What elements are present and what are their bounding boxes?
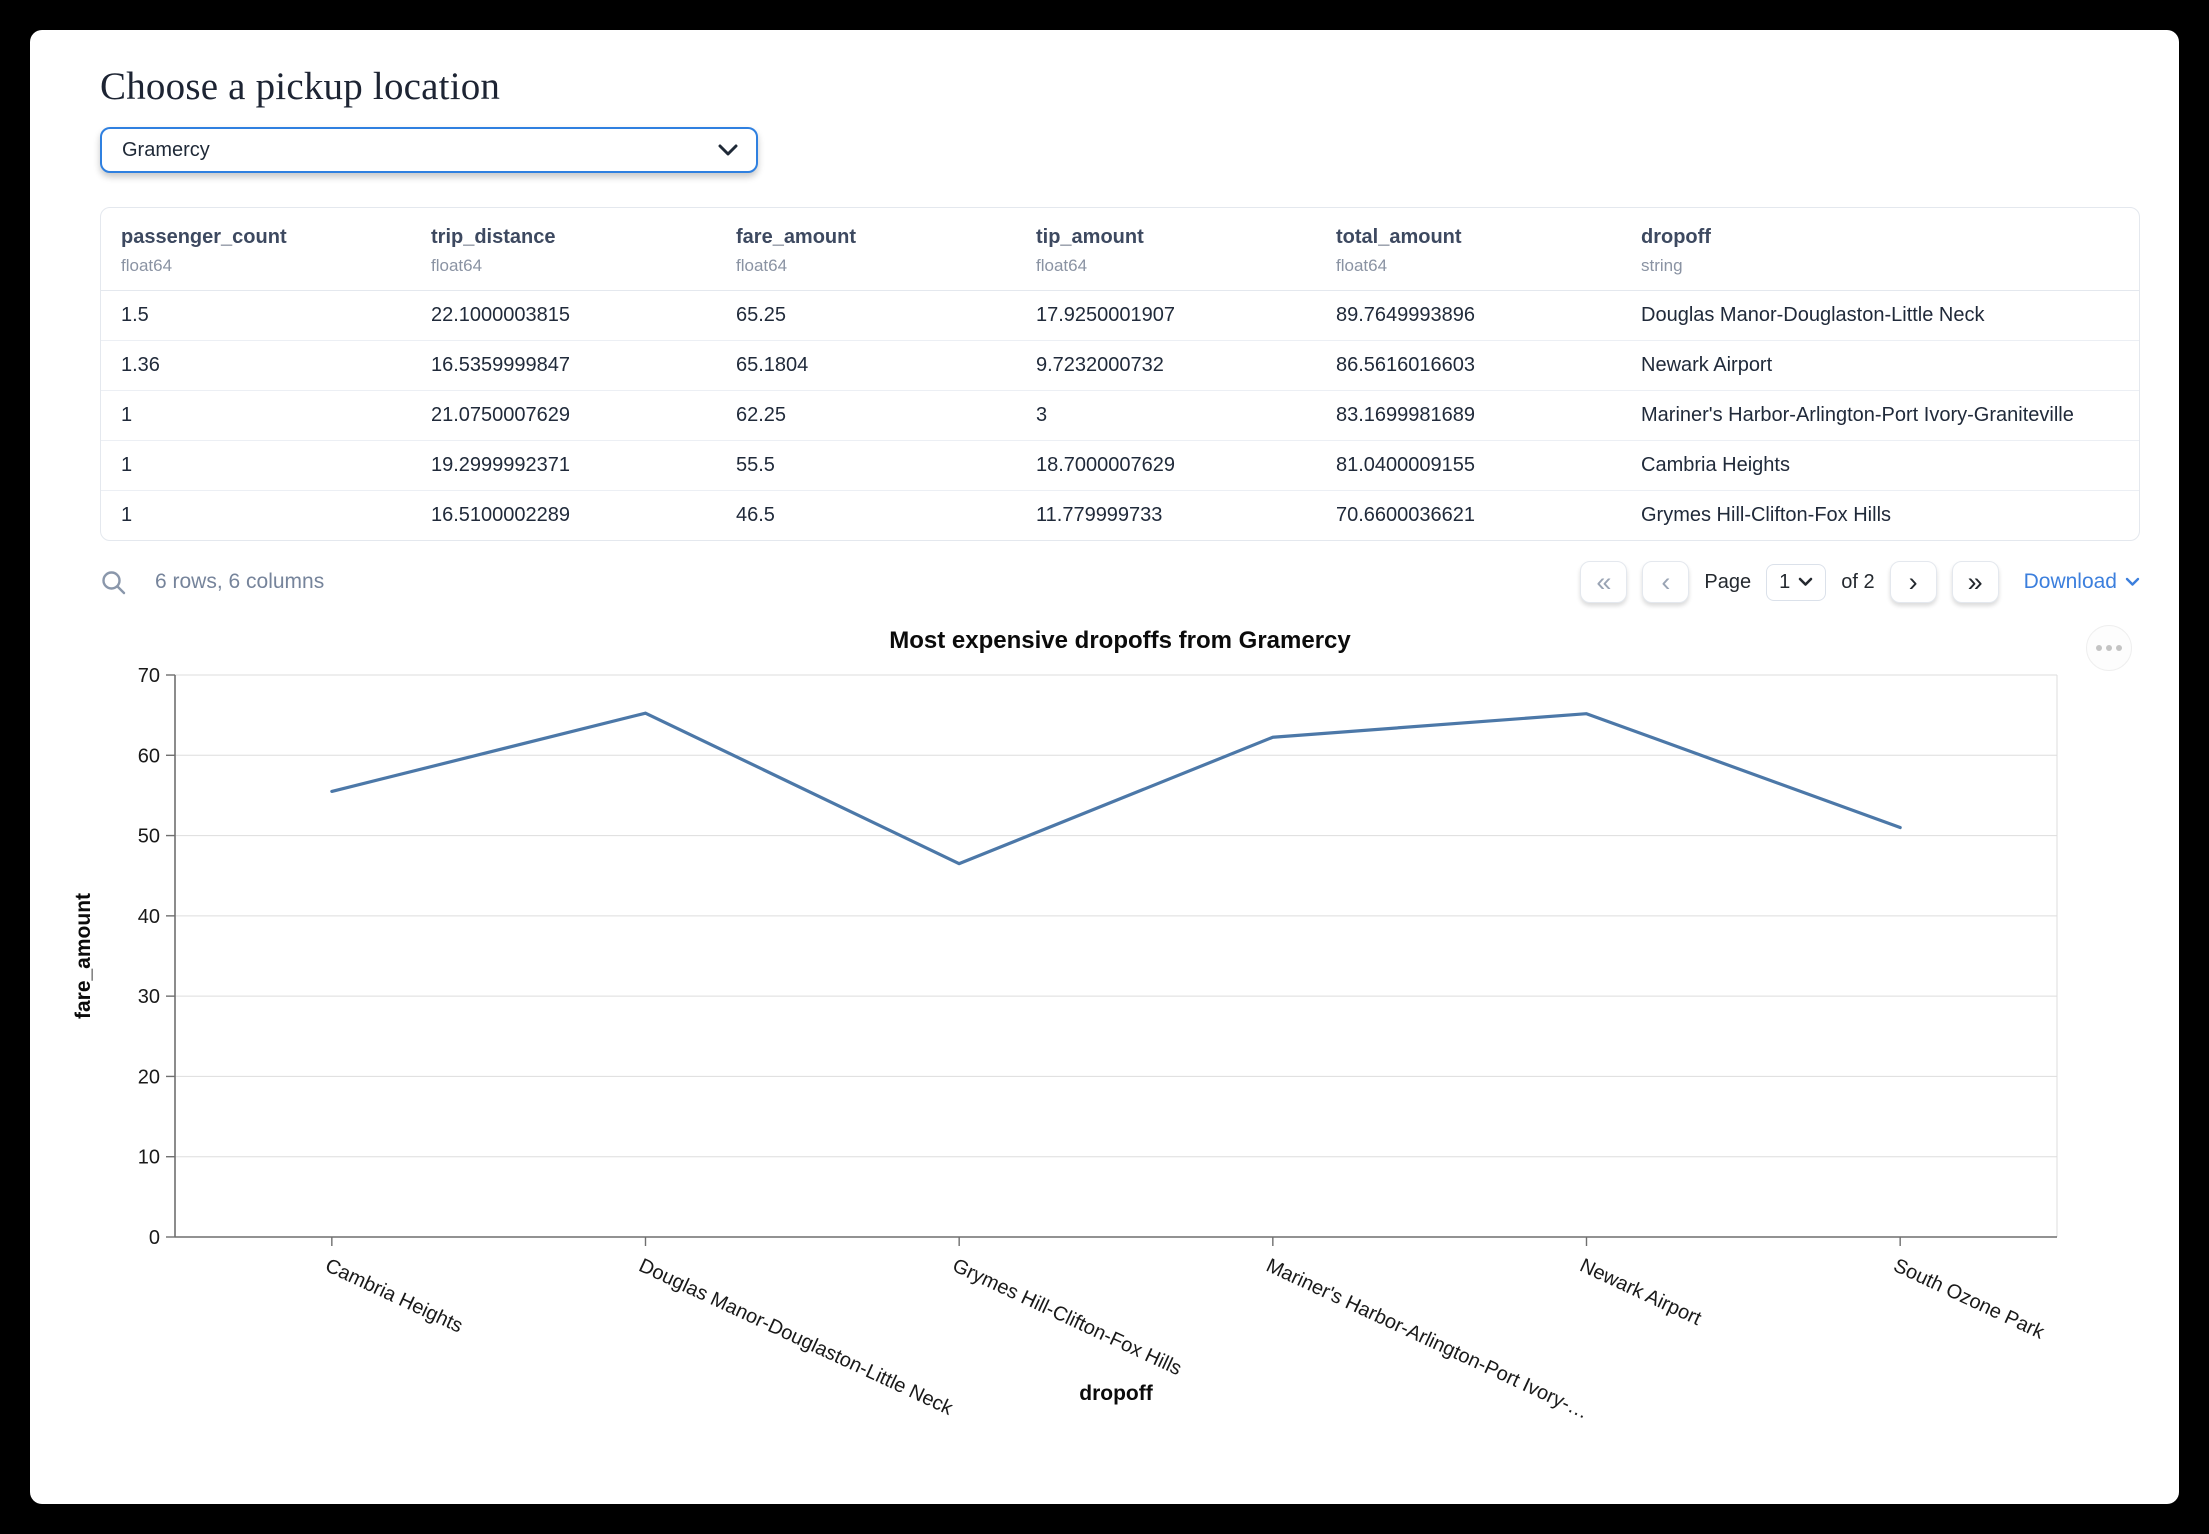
column-header-total_amount[interactable]: total_amount float64 [1316, 208, 1621, 291]
column-header-tip_amount[interactable]: tip_amount float64 [1016, 208, 1316, 291]
column-header-fare_amount[interactable]: fare_amount float64 [716, 208, 1016, 291]
table-cell: Cambria Heights [1621, 440, 2139, 491]
column-type: float64 [736, 256, 788, 275]
column-header-trip_distance[interactable]: trip_distance float64 [411, 208, 716, 291]
table-cell: Douglas Manor-Douglaston-Little Neck [1641, 304, 1985, 326]
table-cell: 46.5 [716, 490, 1016, 540]
table-cell: 1 [101, 490, 411, 540]
chart: Most expensive dropoffs from Gramercy 0 1… [72, 625, 2140, 1439]
fare-line [330, 711, 1902, 866]
column-name: dropoff [1641, 226, 1711, 248]
next-page-button[interactable]: › [1889, 561, 1937, 603]
table-cell: 1.36 [101, 340, 411, 391]
table-cell: 55.5 [716, 440, 1016, 491]
download-label: Download [2023, 570, 2117, 593]
table-cell: 21.0750007629 [411, 390, 716, 441]
column-name: passenger_count [121, 226, 287, 248]
column-header-dropoff[interactable]: dropoff string [1621, 208, 2139, 291]
column-header-passenger_count[interactable]: passenger_count float64 [101, 208, 411, 291]
table-summary: 6 rows, 6 columns [155, 570, 325, 593]
table-cell: 11.779999733 [1016, 490, 1316, 540]
page-title: Choose a pickup location [100, 65, 501, 108]
y-tick-label: 50 [138, 826, 160, 848]
ellipsis-icon [2106, 645, 2112, 651]
previous-page-button[interactable]: ‹ [1642, 561, 1690, 603]
table-cell: 22.1000003815 [431, 304, 571, 326]
table-cell: 16.5359999847 [411, 340, 716, 391]
x-axis-title: dropoff [1079, 1382, 1153, 1405]
table-cell: 1.5 [121, 304, 149, 326]
page-number-value: 1 [1779, 570, 1791, 593]
table-cell: 1 [101, 440, 411, 491]
table-row: 1.5 22.1000003815 65.25 17.9250001907 89.764… [101, 291, 2139, 341]
table-row: 1 16.5100002289 46.5 11.779999733 70.6600036… [101, 490, 2139, 540]
table-cell: 65.25 [736, 304, 787, 326]
x-tick-label: Cambria Heights [322, 1255, 466, 1338]
column-name: trip_distance [431, 226, 556, 248]
y-tick-label: 10 [138, 1147, 160, 1169]
y-tick-label: 60 [138, 745, 160, 767]
column-type: float64 [121, 256, 173, 275]
table-cell: 19.2999992371 [411, 440, 716, 491]
table-cell: 17.9250001907 [1036, 304, 1176, 326]
chevron-down-icon [718, 144, 738, 155]
page-total-label: of 2 [1841, 570, 1875, 593]
table-cell: Mariner's Harbor-Arlington-Port Ivory-Gr… [1621, 390, 2139, 441]
page-label: Page [1704, 570, 1752, 593]
table-cell: 70.6600036621 [1316, 490, 1621, 540]
y-axis-title: fare_amount [72, 893, 95, 1019]
x-tick-label: Douglas Manor-Douglaston-Little Neck [635, 1255, 957, 1421]
table-row: 1 21.0750007629 62.25 3 83.1699981689 Mariner… [101, 390, 2139, 441]
pagination: « ‹ Page 1 of 2 › » Download [1580, 561, 2140, 603]
x-tick-label: South Ozone Park [1890, 1255, 2048, 1344]
table-cell: 9.7232000732 [1016, 340, 1316, 391]
pickup-location-value: Gramercy [122, 138, 210, 161]
chart-actions-button[interactable] [2086, 625, 2132, 671]
table-footer: 6 rows, 6 columns « ‹ Page 1 of 2 › » Do… [100, 561, 2140, 603]
chart-title: Most expensive dropoffs from Gramercy [889, 627, 1351, 654]
column-name: total_amount [1336, 226, 1462, 248]
column-name: fare_amount [736, 226, 857, 248]
table-cell: Newark Airport [1621, 340, 2139, 391]
table-cell: 16.5100002289 [411, 490, 716, 540]
y-tick-label: 20 [138, 1066, 160, 1088]
table-cell: 3 [1016, 390, 1316, 441]
pickup-location-select[interactable]: Gramercy [100, 127, 758, 173]
column-type: float64 [1036, 256, 1088, 275]
column-type: string [1641, 256, 1683, 275]
first-page-button[interactable]: « [1580, 561, 1628, 603]
table-cell: 89.7649993896 [1336, 304, 1476, 326]
table-row: 1.36 16.5359999847 65.1804 9.7232000732 86.5… [101, 340, 2139, 391]
y-tick-label: 30 [138, 986, 160, 1008]
app-card: Choose a pickup location Gramercy passen… [30, 30, 2179, 1504]
chevron-down-icon [2125, 577, 2140, 586]
table-row: 1 19.2999992371 55.5 18.7000007629 81.040000… [101, 440, 2139, 491]
page-number-select[interactable]: 1 [1766, 563, 1827, 601]
chevron-down-icon [1798, 577, 1813, 586]
table-cell: 86.5616016603 [1316, 340, 1621, 391]
y-tick-label: 0 [149, 1227, 160, 1249]
y-tick-label: 40 [138, 906, 160, 928]
x-tick-label: Grymes Hill-Clifton-Fox Hills [949, 1255, 1185, 1381]
y-tick-label: 70 [138, 665, 160, 687]
table-cell: 81.0400009155 [1316, 440, 1621, 491]
search-icon[interactable] [100, 569, 127, 596]
table-cell: 1 [101, 390, 411, 441]
column-type: float64 [431, 256, 483, 275]
x-tick-label: Mariner's Harbor-Arlington-Port Ivory-… [1263, 1255, 1592, 1424]
column-name: tip_amount [1036, 226, 1144, 248]
table-cell: 62.25 [716, 390, 1016, 441]
download-button[interactable]: Download [2024, 570, 2140, 594]
line-chart-canvas: 0 10 20 30 40 50 60 70 Cambria Heights Douglas Ma… [72, 665, 2058, 1424]
x-tick-label: Newark Airport [1576, 1255, 1705, 1331]
table-cell: Grymes Hill-Clifton-Fox Hills [1621, 490, 2139, 540]
last-page-button[interactable]: » [1951, 561, 1999, 603]
column-type: float64 [1336, 256, 1388, 275]
table-cell: 18.7000007629 [1016, 440, 1316, 491]
table-cell: 65.1804 [716, 340, 1016, 391]
table-cell: 83.1699981689 [1316, 390, 1621, 441]
